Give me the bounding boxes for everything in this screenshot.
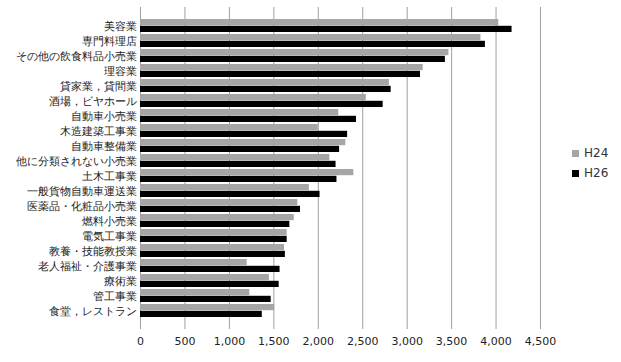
svg-text:自動車小売業: 自動車小売業 [71,110,137,123]
svg-text:他に分類されない小売業: 他に分類されない小売業 [16,155,137,168]
svg-text:2,500: 2,500 [347,335,379,348]
svg-text:一般貨物自動車運送業: 一般貨物自動車運送業 [27,185,137,198]
svg-text:3,000: 3,000 [391,335,423,348]
svg-text:教養・技能教授業: 教養・技能教授業 [49,245,137,258]
svg-text:理容業: 理容業 [104,65,137,78]
svg-text:療術業: 療術業 [104,275,137,288]
svg-text:木造建築工事業: 木造建築工事業 [60,125,137,138]
svg-text:美容業: 美容業 [104,20,137,33]
svg-text:貸家業，貸間業: 貸家業，貸間業 [60,80,137,93]
svg-text:老人福祉・介護事業: 老人福祉・介護事業 [38,260,137,273]
html-text:H24: H24 [584,146,609,160]
html-text:H26: H26 [584,166,609,180]
svg-text:専門料理店: 専門料理店 [82,35,137,48]
svg-text:0: 0 [137,335,144,348]
svg-text:1,500: 1,500 [258,335,290,348]
svg-text:4,000: 4,000 [480,335,512,348]
svg-text:3,500: 3,500 [436,335,468,348]
svg-text:燃料小売業: 燃料小売業 [82,215,137,228]
svg-text:管工事業: 管工事業 [93,290,137,303]
svg-text:電気工事業: 電気工事業 [82,230,137,243]
svg-text:500: 500 [174,335,195,348]
svg-text:土木工事業: 土木工事業 [82,170,137,183]
svg-text:酒場，ビヤホール: 酒場，ビヤホール [49,95,137,108]
svg-text:食堂，レストラン: 食堂，レストラン [49,305,137,318]
svg-text:2,000: 2,000 [303,335,335,348]
svg-text:その他の飲食料品小売業: その他の飲食料品小売業 [16,50,137,63]
svg-text:自動車整備業: 自動車整備業 [71,140,137,153]
svg-text:4,500: 4,500 [525,335,557,348]
svg-text:医薬品・化粧品小売業: 医薬品・化粧品小売業 [27,200,137,213]
svg-text:1,000: 1,000 [214,335,246,348]
